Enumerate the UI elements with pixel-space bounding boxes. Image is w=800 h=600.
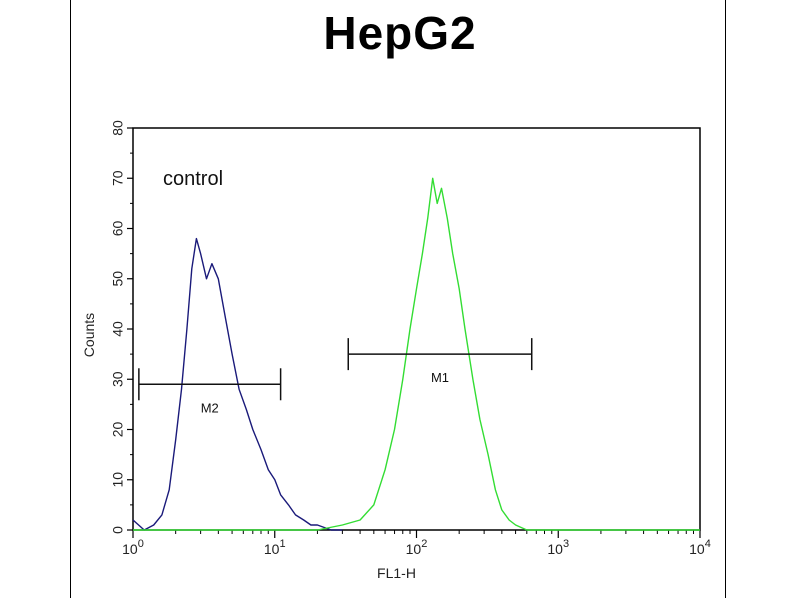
chart-title: HepG2 (323, 7, 477, 59)
series-layer (132, 177, 700, 531)
marker-layer: M2 M1 (138, 338, 533, 415)
x-tick-label: 104 (689, 538, 711, 557)
y-tick-label: 40 (110, 321, 126, 337)
control-annotation: control (163, 168, 223, 190)
x-axis-title: FL1-H (377, 565, 416, 581)
x-axis: 100 101 102 103 104 (122, 530, 711, 557)
y-tick-label: 50 (110, 271, 126, 287)
x-tick-label: 103 (547, 538, 569, 557)
series-line-1 (132, 237, 343, 531)
x-tick-label: 102 (406, 538, 428, 557)
marker-label: M1 (431, 370, 449, 385)
y-tick-label: 60 (110, 221, 126, 237)
y-axis: 0 10 20 30 40 50 60 70 80 (110, 120, 133, 534)
y-tick-label: 70 (110, 170, 126, 186)
x-tick-label: 100 (122, 538, 144, 557)
y-tick-label: 0 (110, 526, 126, 534)
marker-label: M2 (201, 400, 219, 415)
y-tick-label: 30 (110, 371, 126, 387)
y-tick-label: 10 (110, 472, 126, 488)
y-axis-title: Counts (81, 313, 97, 357)
series-line-2 (133, 177, 700, 531)
x-tick-label: 101 (264, 538, 286, 557)
y-tick-label: 20 (110, 422, 126, 438)
y-tick-label: 80 (110, 120, 126, 136)
figure-frame (70, 0, 726, 598)
